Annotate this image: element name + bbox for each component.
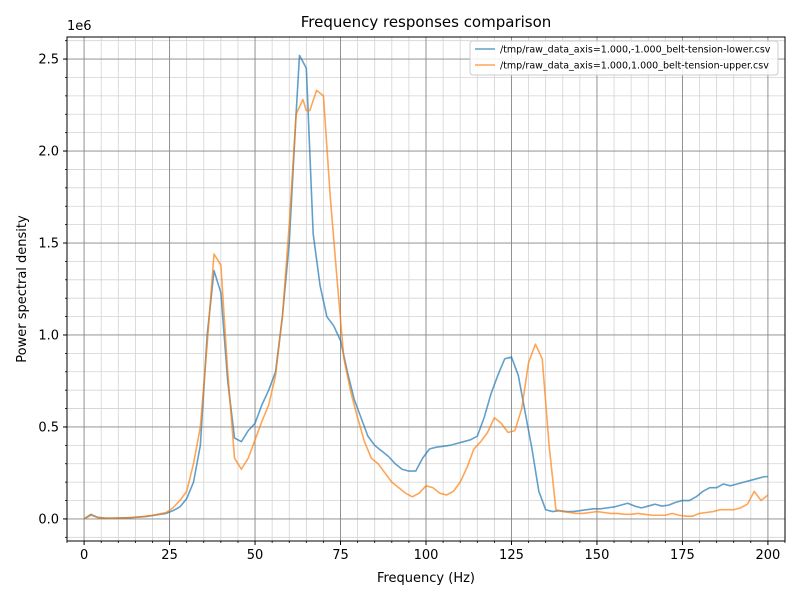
x-tick-label: 125 (499, 548, 524, 563)
y-offset-label: 1e6 (67, 19, 92, 34)
x-axis: 0 25 50 75 100 125 150 175 200 (66, 541, 786, 563)
x-tick-label: 0 (80, 548, 88, 563)
major-grid (67, 37, 785, 541)
x-tick-label: 200 (755, 548, 780, 563)
y-tick-label: 1.0 (38, 328, 59, 343)
y-tick-label: 0.5 (38, 420, 59, 435)
series-line-1 (83, 54, 768, 520)
series-line-2 (83, 89, 769, 520)
y-tick-label: 1.5 (38, 237, 59, 252)
legend-label: /tmp/raw_data_axis=1.000,-1.000_belt-ten… (500, 45, 771, 56)
y-tick-label: 2.0 (38, 145, 59, 160)
y-axis: 0.0 0.5 1.0 1.5 2.0 2.5 (38, 40, 67, 538)
x-tick-label: 175 (670, 548, 695, 563)
y-tick-label: 0.0 (38, 512, 59, 527)
x-axis-label: Frequency (Hz) (377, 571, 475, 586)
series-layer (83, 54, 769, 520)
y-axis-label: Power spectral density (15, 215, 30, 363)
x-tick-label: 25 (161, 548, 178, 563)
x-tick-label: 100 (414, 548, 439, 563)
x-tick-label: 50 (247, 548, 264, 563)
legend: /tmp/raw_data_axis=1.000,-1.000_belt-ten… (469, 40, 779, 76)
legend-label: /tmp/raw_data_axis=1.000,1.000_belt-tens… (500, 61, 769, 72)
chart-title: Frequency responses comparison (301, 13, 552, 31)
legend-box (469, 40, 779, 76)
x-tick-label: 150 (585, 548, 610, 563)
x-tick-label: 75 (332, 548, 349, 563)
y-tick-label: 2.5 (38, 53, 59, 68)
